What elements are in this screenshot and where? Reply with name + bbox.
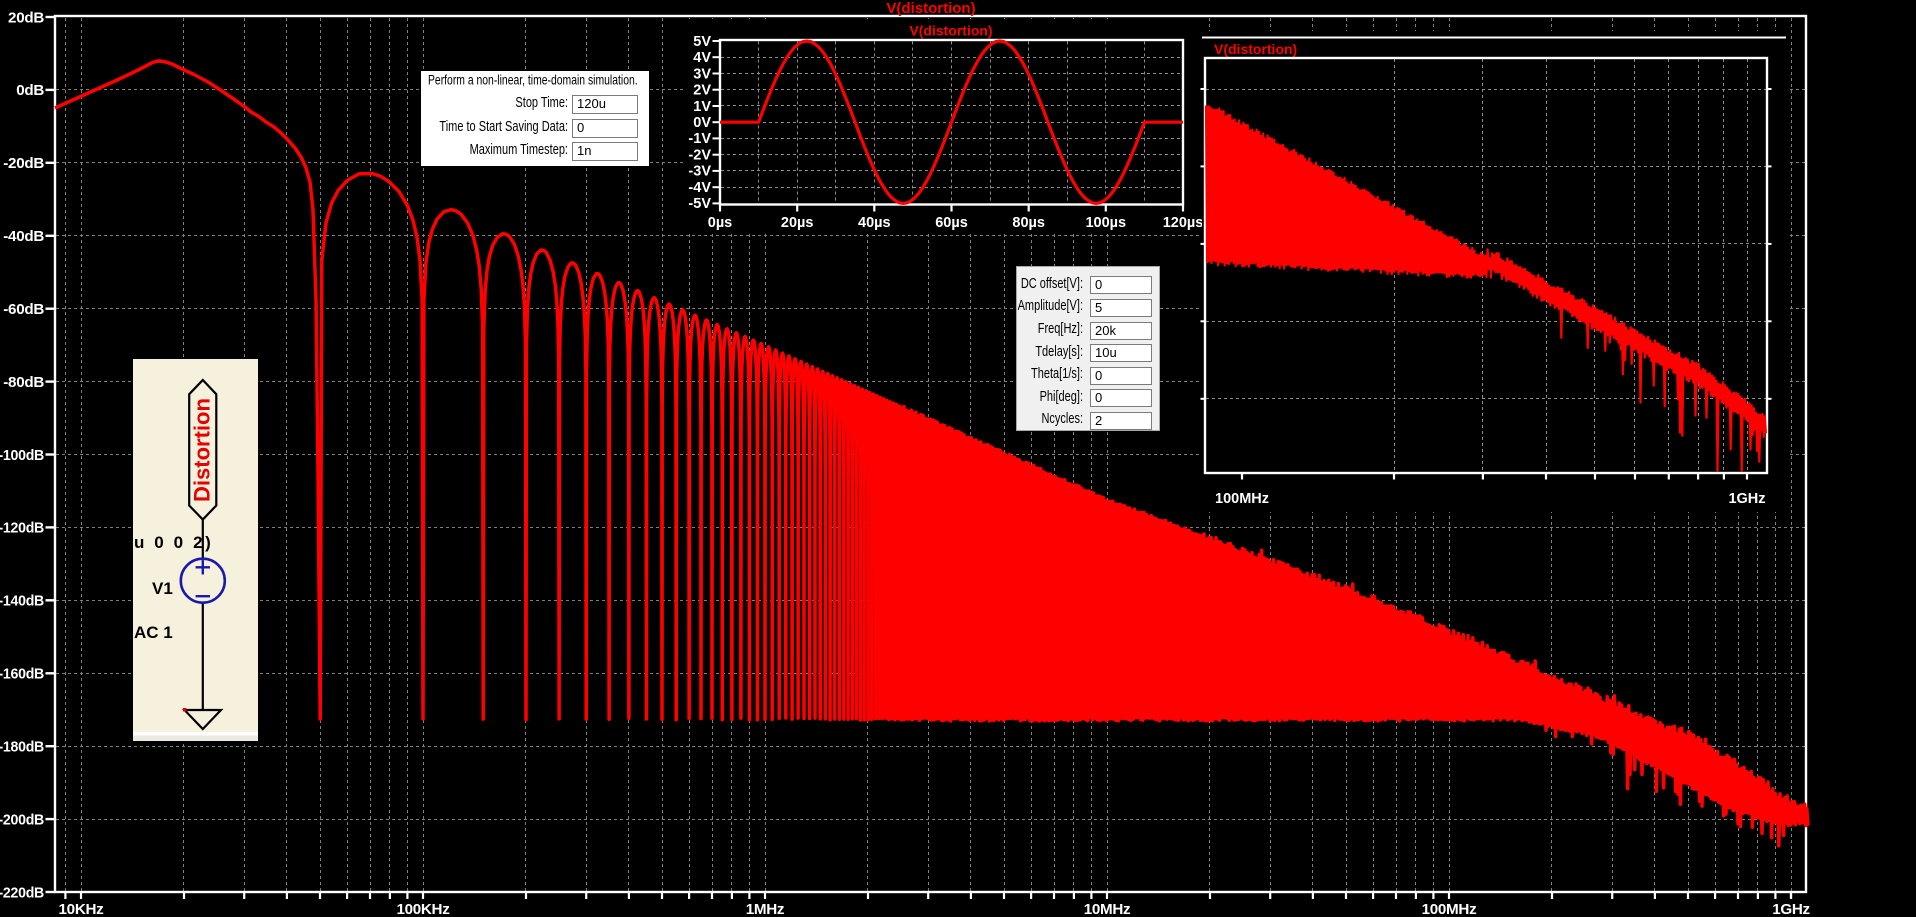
svg-text:-5V: -5V	[688, 196, 711, 212]
svg-text:100KHz: 100KHz	[396, 901, 450, 917]
svg-text:0V: 0V	[693, 115, 711, 131]
svg-text:-60dB: -60dB	[3, 301, 44, 318]
svg-text:-1V: -1V	[688, 131, 711, 147]
svg-text:40µs: 40µs	[858, 215, 891, 231]
svg-text:-3V: -3V	[688, 164, 711, 180]
svg-text:AC 1: AC 1	[134, 623, 173, 642]
svg-text:20µs: 20µs	[781, 215, 814, 231]
svg-text:-2V: -2V	[688, 148, 711, 164]
svg-text:-140dB: -140dB	[0, 593, 44, 610]
svg-text:10MHz: 10MHz	[1084, 901, 1131, 917]
svg-text:V(distortion): V(distortion)	[909, 23, 992, 39]
svg-text:20dB: 20dB	[8, 9, 44, 26]
svg-text:1GHz: 1GHz	[1728, 491, 1765, 507]
svg-text:V1: V1	[152, 579, 173, 598]
svg-text:-4V: -4V	[688, 180, 711, 196]
svg-text:-40dB: -40dB	[3, 228, 44, 245]
svg-text:0µs: 0µs	[708, 215, 732, 231]
svg-text:-180dB: -180dB	[0, 739, 44, 756]
svg-text:-220dB: -220dB	[0, 884, 44, 901]
svg-text:80µs: 80µs	[1012, 215, 1045, 231]
svg-text:4V: 4V	[693, 50, 711, 66]
svg-text:-100dB: -100dB	[0, 447, 44, 464]
svg-text:u 0 0 2): u 0 0 2)	[134, 533, 213, 552]
svg-text:V(distortion): V(distortion)	[1214, 41, 1297, 57]
svg-text:-160dB: -160dB	[0, 666, 44, 683]
svg-text:-120dB: -120dB	[0, 520, 44, 537]
svg-text:-20dB: -20dB	[3, 155, 44, 172]
svg-text:-80dB: -80dB	[3, 374, 44, 391]
svg-text:1V: 1V	[693, 99, 711, 115]
svg-text:60µs: 60µs	[935, 215, 968, 231]
svg-text:Distortion: Distortion	[190, 398, 215, 502]
svg-text:5V: 5V	[693, 34, 711, 50]
svg-text:V(distortion): V(distortion)	[886, 0, 975, 17]
svg-text:0dB: 0dB	[16, 82, 44, 99]
svg-text:1MHz: 1MHz	[746, 901, 785, 917]
svg-text:-200dB: -200dB	[0, 811, 44, 828]
svg-text:3V: 3V	[693, 66, 711, 82]
svg-text:100MHz: 100MHz	[1215, 491, 1269, 507]
svg-text:2V: 2V	[693, 83, 711, 99]
svg-text:1GHz: 1GHz	[1772, 901, 1810, 917]
svg-text:100µs: 100µs	[1085, 215, 1126, 231]
svg-text:120µs: 120µs	[1163, 215, 1204, 231]
svg-text:10KHz: 10KHz	[59, 901, 105, 917]
svg-text:100MHz: 100MHz	[1422, 901, 1477, 917]
